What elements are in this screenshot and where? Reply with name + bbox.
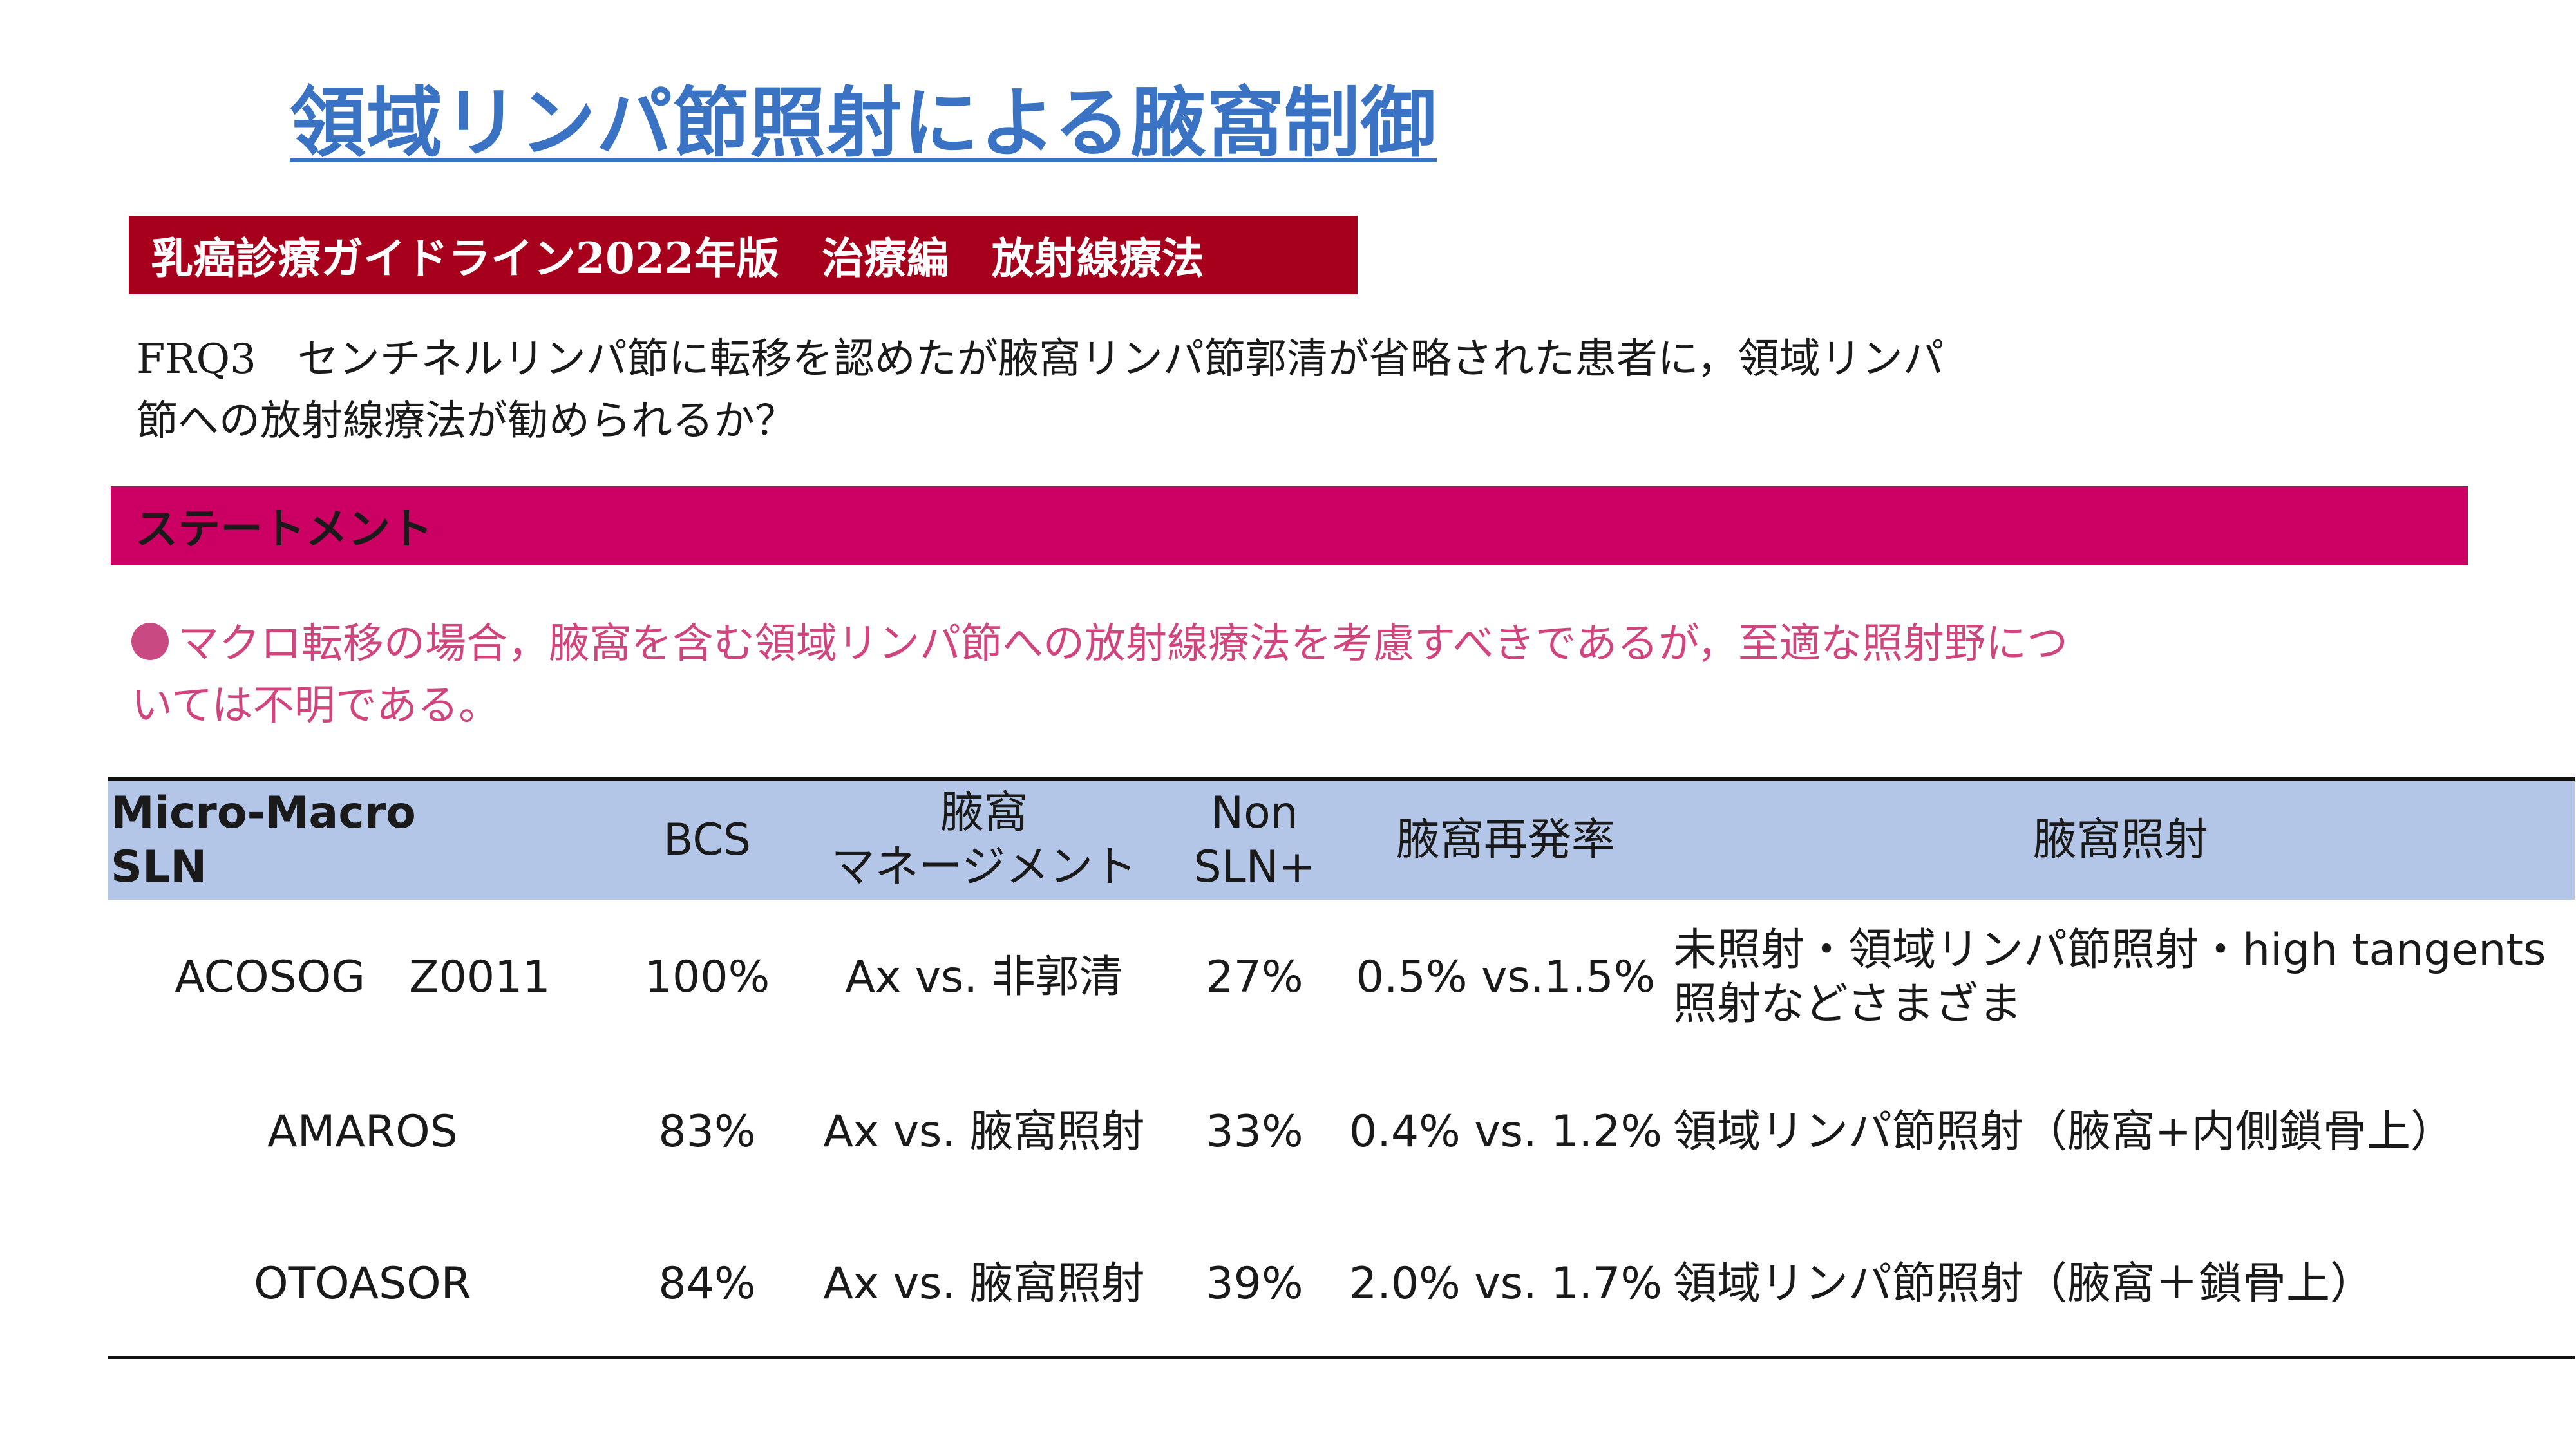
cell-radiation-line-1: 領域リンパ節照射（腋窩+内側鎖骨上） — [1673, 1106, 2454, 1157]
cell-radiation-line-1: 未照射・領域リンパ節照射・high tangents — [1673, 925, 2546, 976]
cell-non-sln: 27% — [1206, 952, 1303, 1003]
question-text: FRQ3 センチネルリンパ節に転移を認めたが腋窩リンパ節郭清が省略された患者に，… — [137, 328, 2275, 452]
header-sln-line-1: Micro-Macro — [111, 788, 416, 838]
cell-recurrence: 0.5% vs.1.5% — [1356, 952, 1656, 1003]
table-top-rule — [108, 777, 2575, 781]
header-nonsln-line-1: Non — [1211, 788, 1298, 838]
header-non-sln: Non SLN+ — [1171, 781, 1338, 900]
cell-management: Ax vs. 非郭清 — [845, 952, 1123, 1003]
cell-radiation: 領域リンパ節照射（腋窩＋鎖骨上） — [1673, 1210, 2568, 1358]
table-bottom-rule — [108, 1356, 2575, 1359]
question-line-1: FRQ3 センチネルリンパ節に転移を認めたが腋窩リンパ節郭清が省略された患者に，… — [137, 336, 1944, 383]
cell-trial: OTOASOR — [254, 1258, 471, 1309]
cell-radiation-line-1: 領域リンパ節照射（腋窩＋鎖骨上） — [1673, 1258, 2374, 1309]
cell-radiation: 未照射・領域リンパ節照射・high tangents 照射などさまざま — [1673, 904, 2568, 1052]
table-header: Micro-Macro SLN BCS 腋窩 マネージメント Non SLN+ … — [108, 781, 2575, 900]
cell-radiation-line-2: 照射などさまざま — [1673, 979, 2022, 1030]
cell-recurrence: 2.0% vs. 1.7% — [1349, 1258, 1663, 1309]
question-line-2: 節への放射線療法が勧められるか？ — [137, 397, 796, 445]
statement-line-2: いては不明である。 — [131, 682, 500, 730]
page-title: 領域リンパ節照射による腋窩制御 — [290, 79, 1437, 167]
header-nonsln-line-2: SLN+ — [1193, 842, 1316, 893]
header-radiation: 腋窩照射 — [2032, 815, 2208, 866]
header-mgmt-line-2: マネージメント — [831, 842, 1137, 893]
table-row: OTOASOR 84% Ax vs. 腋窩照射 39% 2.0% vs. 1.7… — [108, 1210, 2575, 1358]
guideline-banner: 乳癌診療ガイドライン2022年版 治療編 放射線療法 — [129, 216, 1358, 294]
cell-bcs: 84% — [658, 1258, 756, 1309]
table-row: ACOSOG Z0011 100% Ax vs. 非郭清 27% 0.5% vs… — [108, 904, 2575, 1052]
cell-non-sln: 39% — [1206, 1258, 1303, 1309]
cell-trial: AMAROS — [267, 1106, 458, 1157]
table-row: AMAROS 83% Ax vs. 腋窩照射 33% 0.4% vs. 1.2%… — [108, 1058, 2575, 1206]
header-sln: Micro-Macro SLN — [108, 781, 620, 900]
cell-management: Ax vs. 腋窩照射 — [823, 1106, 1145, 1157]
header-sln-line-2: SLN — [111, 842, 207, 893]
header-axilla-management: 腋窩 マネージメント — [797, 781, 1171, 900]
header-bcs: BCS — [663, 815, 752, 866]
cell-non-sln: 33% — [1206, 1106, 1303, 1157]
statement-text: マクロ転移の場合，腋窩を含む領域リンパ節への放射線療法を考慮すべきであるが，至適… — [131, 613, 2068, 737]
cell-bcs: 100% — [644, 952, 770, 1003]
statement-banner: ステートメント — [111, 486, 2468, 565]
cell-radiation: 領域リンパ節照射（腋窩+内側鎖骨上） — [1673, 1058, 2568, 1206]
cell-bcs: 83% — [658, 1106, 756, 1157]
statement-line-1: マクロ転移の場合，腋窩を含む領域リンパ節への放射線療法を考慮すべきであるが，至適… — [178, 620, 2069, 668]
header-recurrence: 腋窩再発率 — [1396, 815, 1615, 866]
header-mgmt-line-1: 腋窩 — [940, 788, 1028, 838]
bullet-icon — [131, 623, 169, 660]
cell-recurrence: 0.4% vs. 1.2% — [1349, 1106, 1663, 1157]
cell-trial: ACOSOG Z0011 — [175, 952, 551, 1003]
cell-management: Ax vs. 腋窩照射 — [823, 1258, 1145, 1309]
